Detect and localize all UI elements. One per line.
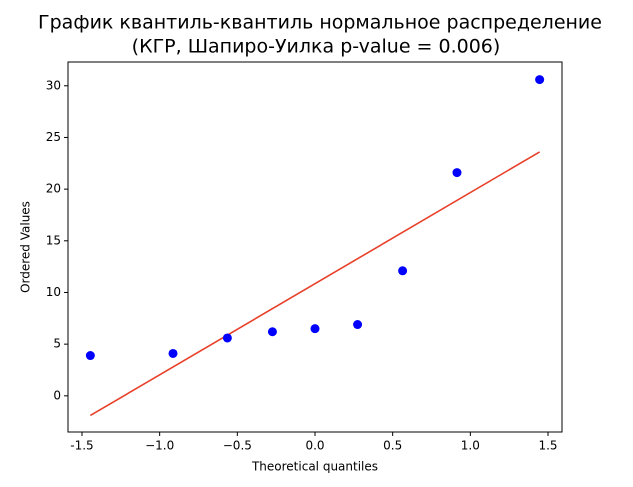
x-tick-label: 1.5 xyxy=(538,439,557,453)
point xyxy=(535,75,545,85)
x-tick-label: 0.0 xyxy=(305,439,324,453)
x-axis-label: Theoretical quantiles xyxy=(251,460,378,474)
x-tick-label: −0.5 xyxy=(223,439,252,453)
point xyxy=(452,168,462,178)
y-tick-label: 15 xyxy=(46,233,61,247)
y-tick-label: 10 xyxy=(46,285,61,299)
x-tick-label: −1.0 xyxy=(145,439,174,453)
chart-subtitle: (КГР, Шапиро-Уилка p-value = 0.006) xyxy=(132,36,501,58)
x-tick-label: 0.5 xyxy=(383,439,402,453)
point xyxy=(168,348,178,358)
point xyxy=(267,327,277,337)
point xyxy=(222,333,232,343)
chart-title: График квантиль-квантиль нормальное расп… xyxy=(38,12,602,34)
plot-frame xyxy=(67,61,563,433)
point xyxy=(85,351,95,361)
y-tick-label: 30 xyxy=(46,78,61,92)
fit-line xyxy=(89,151,541,417)
y-tick-label: 5 xyxy=(53,337,61,351)
y-axis-label: Ordered Values xyxy=(19,201,33,293)
y-tick-label: 25 xyxy=(46,130,61,144)
point xyxy=(398,266,408,276)
point xyxy=(353,320,363,330)
x-tick-label: -1.5 xyxy=(70,439,93,453)
x-tick-label: 1.0 xyxy=(461,439,480,453)
y-tick-label: 0 xyxy=(53,388,61,402)
point xyxy=(310,324,320,334)
y-tick-label: 20 xyxy=(46,182,61,196)
